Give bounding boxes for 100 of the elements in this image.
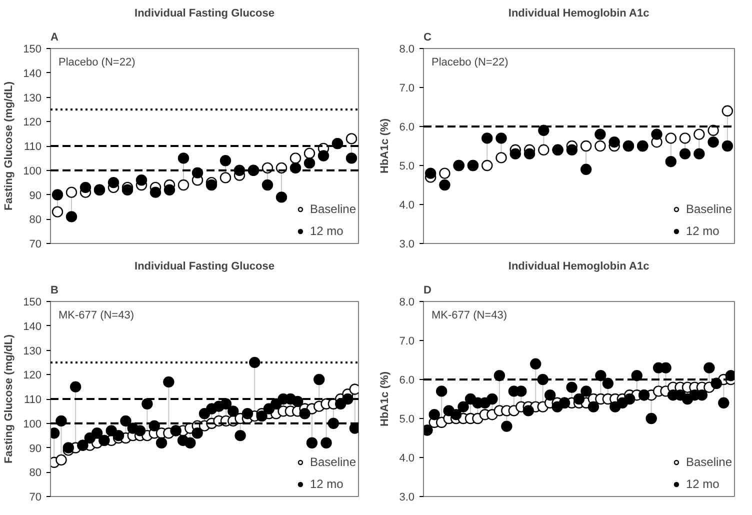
annotation: Placebo (N=22) <box>432 56 508 68</box>
point <box>56 454 67 466</box>
point <box>594 128 606 140</box>
point <box>501 420 512 432</box>
point <box>458 401 469 412</box>
point <box>62 442 74 454</box>
point <box>108 176 120 188</box>
point <box>679 132 691 144</box>
point <box>314 374 325 386</box>
point <box>538 124 550 136</box>
point <box>228 406 239 417</box>
y-tick-label: 80 <box>29 214 42 226</box>
point <box>263 403 275 414</box>
point <box>66 186 78 198</box>
point <box>665 156 676 168</box>
y-tick-label: 140 <box>23 68 42 80</box>
point <box>304 148 316 159</box>
y-tick-label: 70 <box>29 238 42 250</box>
point <box>482 132 493 144</box>
text: D <box>424 284 432 296</box>
point <box>122 184 134 196</box>
point <box>522 405 534 416</box>
y-tick-label: 150 <box>23 44 42 56</box>
legend-label: 12 mo <box>686 477 720 491</box>
y-tick-label: 140 <box>23 320 42 333</box>
point <box>439 168 450 179</box>
point <box>588 401 600 412</box>
y-tick-label: 70 <box>29 492 42 504</box>
chart-title: Individual Hemoglobin A1c <box>508 8 650 20</box>
legend-label: 12 mo <box>310 224 344 238</box>
annotation: Placebo (N=22) <box>58 56 136 68</box>
point <box>718 397 730 408</box>
point <box>299 408 310 420</box>
point <box>318 150 330 162</box>
point <box>220 172 232 184</box>
point <box>220 155 232 166</box>
point <box>184 437 196 448</box>
point <box>665 132 676 144</box>
point <box>450 409 462 420</box>
point <box>163 376 174 388</box>
point <box>486 393 498 405</box>
point <box>595 370 606 382</box>
point <box>220 398 232 410</box>
point <box>694 148 705 160</box>
point <box>566 144 578 156</box>
point <box>651 128 662 140</box>
y-tick-label: 7.0 <box>399 336 415 348</box>
y-tick-label: 6.0 <box>399 122 415 134</box>
point <box>320 437 332 448</box>
y-tick-label: 80 <box>29 467 42 480</box>
point <box>80 182 92 194</box>
annotation: MK-677 (N=43) <box>58 310 134 322</box>
y-axis-title: HbA1c (%) <box>379 371 392 427</box>
text: B <box>50 284 58 296</box>
y-tick-label: 90 <box>29 442 42 455</box>
point <box>722 105 734 116</box>
point <box>679 148 691 160</box>
point <box>156 437 168 448</box>
y-tick-label: 4.0 <box>399 452 415 464</box>
y-tick-label: 3.0 <box>399 238 415 250</box>
y-tick-label: 110 <box>24 394 42 406</box>
point <box>142 398 153 410</box>
y-tick-label: 100 <box>23 165 42 178</box>
point <box>428 409 440 420</box>
y-tick-label: 4.0 <box>399 200 415 212</box>
point <box>134 425 146 436</box>
point <box>234 164 246 176</box>
point <box>262 179 274 191</box>
point <box>544 390 556 401</box>
point <box>624 393 636 405</box>
y-tick-label: 7.0 <box>399 82 415 94</box>
point <box>573 393 585 405</box>
point <box>608 136 620 148</box>
point <box>342 393 354 405</box>
chart-title: Individual Fasting Glucose <box>134 260 274 272</box>
y-tick-label: 100 <box>23 418 42 430</box>
point <box>708 136 719 148</box>
point <box>510 148 521 160</box>
point <box>306 437 318 448</box>
point <box>346 133 358 144</box>
annotation: MK-677 (N=43) <box>432 310 508 322</box>
point <box>234 430 246 442</box>
point <box>52 206 64 218</box>
point <box>290 152 302 164</box>
point <box>580 386 592 397</box>
point <box>112 430 124 442</box>
point <box>436 386 448 397</box>
point <box>722 140 734 152</box>
point <box>496 132 507 144</box>
y-tick-label: 8.0 <box>399 44 415 56</box>
point <box>242 408 254 420</box>
y-axis-title: Fasting Glucose (mg/dL) <box>3 334 16 464</box>
point <box>646 412 657 424</box>
y-tick-label: 120 <box>23 116 42 129</box>
point <box>150 186 162 198</box>
chart-title: Individual Fasting Glucose <box>134 8 274 20</box>
legend-label: 12 mo <box>686 224 720 238</box>
point <box>192 428 203 439</box>
point <box>256 410 268 422</box>
y-axis-title: HbA1c (%) <box>379 118 392 174</box>
